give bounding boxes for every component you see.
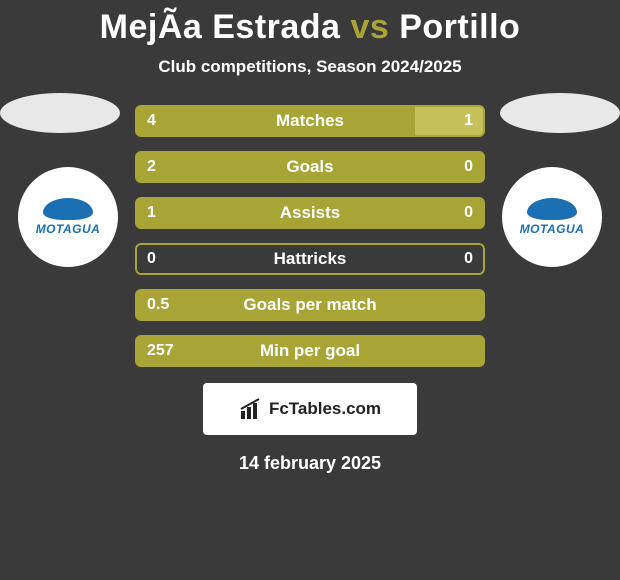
stat-row: 10Assists bbox=[135, 197, 485, 229]
stat-row: 20Goals bbox=[135, 151, 485, 183]
player1-club-badge: MOTAGUA bbox=[18, 167, 118, 267]
comparison-title: MejÃa Estrada vs Portillo bbox=[0, 0, 620, 47]
stat-label: Assists bbox=[135, 197, 485, 229]
stat-label: Goals bbox=[135, 151, 485, 183]
comparison-date: 14 february 2025 bbox=[0, 453, 620, 474]
player2-avatar bbox=[500, 93, 620, 133]
brand-badge[interactable]: FcTables.com bbox=[203, 383, 417, 435]
stat-row: 0.5Goals per match bbox=[135, 289, 485, 321]
stat-row: 257Min per goal bbox=[135, 335, 485, 367]
bars-container: 41Matches 20Goals 10Assists 00Hattricks 0.5G… bbox=[135, 105, 485, 367]
player1-avatar bbox=[0, 93, 120, 133]
vs-separator: vs bbox=[350, 8, 389, 46]
player1-name: MejÃa Estrada bbox=[100, 8, 341, 46]
club-bird-icon bbox=[527, 198, 577, 220]
club-name-right: MOTAGUA bbox=[520, 222, 585, 236]
stat-label: Min per goal bbox=[135, 335, 485, 367]
player2-name: Portillo bbox=[399, 8, 520, 46]
player2-club-badge: MOTAGUA bbox=[502, 167, 602, 267]
stat-label: Matches bbox=[135, 105, 485, 137]
chart-area: MOTAGUA MOTAGUA 41Matches 20Goals 10Assist… bbox=[0, 105, 620, 367]
subtitle: Club competitions, Season 2024/2025 bbox=[0, 57, 620, 77]
stat-row: 41Matches bbox=[135, 105, 485, 137]
stat-row: 00Hattricks bbox=[135, 243, 485, 275]
club-name-left: MOTAGUA bbox=[36, 222, 101, 236]
stat-label: Goals per match bbox=[135, 289, 485, 321]
brand-text: FcTables.com bbox=[269, 399, 381, 419]
stat-label: Hattricks bbox=[135, 243, 485, 275]
club-bird-icon bbox=[43, 198, 93, 220]
brand-icon bbox=[239, 397, 263, 421]
